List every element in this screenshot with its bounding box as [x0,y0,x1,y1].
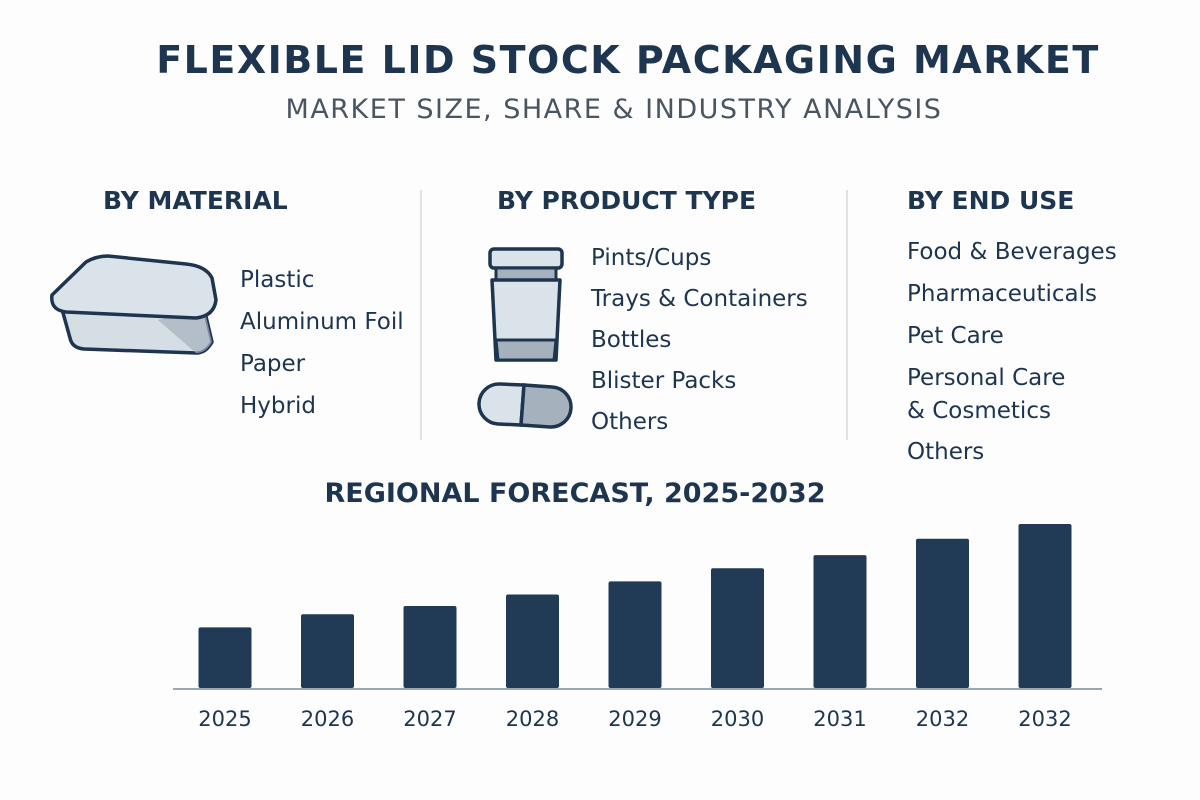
end-use-list: Food & Beverages Pharmaceuticals Pet Car… [907,231,1117,473]
list-item: & Cosmetics [907,398,1051,424]
bar-2032 [1018,524,1072,688]
bar-2030 [711,568,764,688]
page-subtitle: MARKET SIZE, SHARE & INDUSTRY ANALYSIS [285,94,943,125]
chart-title: REGIONAL FORECAST, 2025-2032 [324,478,826,509]
end-use-heading: BY END USE [907,186,1075,215]
product-type-heading: BY PRODUCT TYPE [497,186,757,215]
x-tick-label: 2026 [301,707,354,731]
x-tick-label: 2030 [711,707,764,731]
list-item: Trays & Containers [591,286,808,312]
x-tick-label: 2032 [916,707,969,731]
bar-2028 [506,594,559,688]
page-title: FLEXIBLE LID STOCK PACKAGING MARKET [156,38,1100,82]
list-item: Pints/Cups [591,245,712,271]
x-tick-label: 2027 [403,707,456,731]
list-item: Food & Beverages [907,239,1117,265]
divider [420,190,422,440]
material-list: Plastic Aluminum Foil Paper Hybrid [240,259,404,427]
x-tick-label: 2029 [608,707,661,731]
x-tick-label: 2032 [1018,707,1071,731]
divider [846,190,848,440]
cup-icon [488,247,564,362]
x-tick-label: 2031 [813,707,866,731]
list-item: Hybrid [240,393,316,419]
list-item: Others [907,439,985,465]
bar-2027 [403,606,457,688]
list-item: Pharmaceuticals [907,281,1097,307]
x-tick-label: 2028 [506,707,559,731]
bar-2026 [301,614,354,688]
list-item: Personal Care [907,365,1066,391]
product-type-list: Pints/Cups Trays & Containers Bottles Bl… [591,238,808,443]
bar-2032 [916,538,969,688]
list-item: Blister Packs [591,368,737,394]
bar-2031 [813,555,867,688]
food-container-icon [50,254,218,355]
bar-2025 [198,627,252,688]
list-item: Aluminum Foil [240,309,404,335]
capsule-icon [477,382,573,429]
x-tick-label: 2025 [198,707,251,731]
bar-2029 [608,581,662,688]
list-item: Paper [240,351,306,377]
list-item: Others [591,409,669,435]
material-heading: BY MATERIAL [103,186,288,215]
list-item: Pet Care [907,323,1004,349]
list-item: Plastic [240,267,315,293]
list-item: Bottles [591,327,672,353]
